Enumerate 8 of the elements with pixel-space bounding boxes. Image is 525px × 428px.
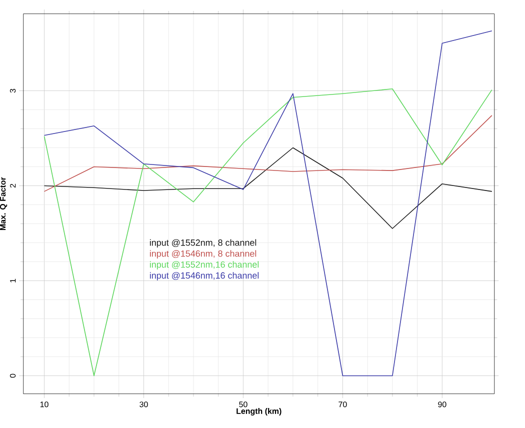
text: input @1546nm, 8 channel: [150, 250, 256, 259]
text: input @1546nm,16 channel: [150, 272, 259, 280]
text: input @1552nm,16 channel: [150, 261, 259, 270]
line-series: [44, 147, 492, 229]
line-series: [44, 30, 492, 376]
text: input @1552nm, 8 channel: [150, 239, 256, 248]
line-series: [44, 88, 492, 376]
line-series: [44, 115, 492, 192]
